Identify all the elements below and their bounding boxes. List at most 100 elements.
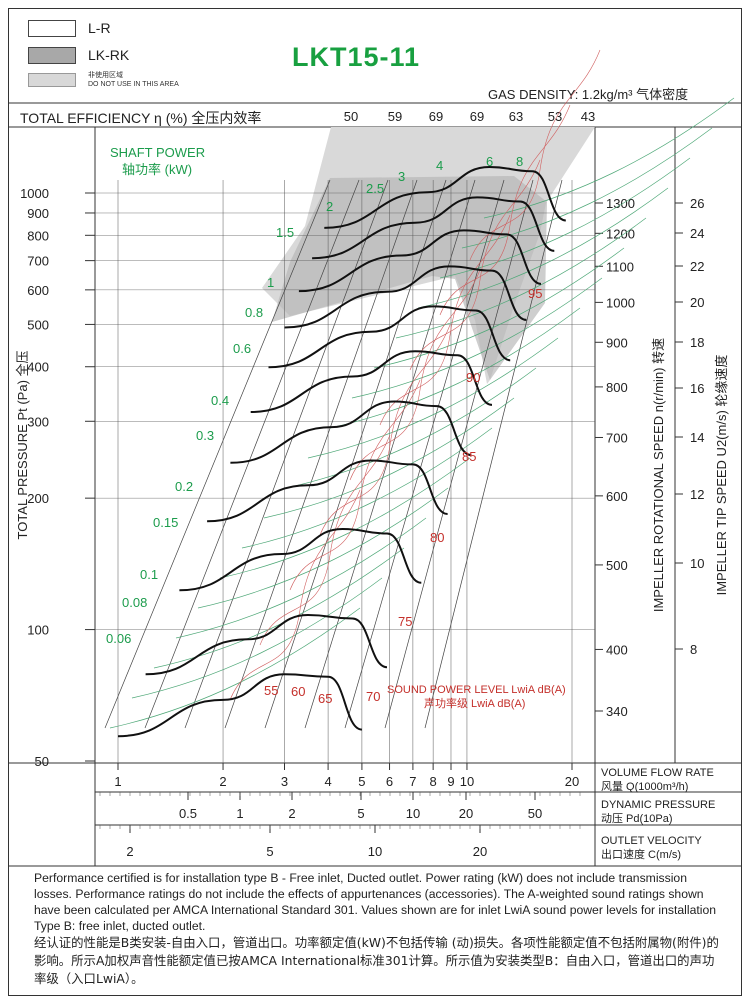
dynamic-tick-label: 1 <box>236 806 243 821</box>
tip-tick-label: 14 <box>690 430 704 445</box>
sound-level-value: 55 <box>264 683 278 698</box>
velocity-axis-title-zh: 出口速度 C(m/s) <box>601 847 681 861</box>
y-tick-label: 100 <box>27 623 49 638</box>
efficiency-value: 43 <box>581 109 595 124</box>
tip-tick-label: 22 <box>690 259 704 274</box>
shaft-power-title: SHAFT POWER <box>110 145 205 160</box>
sound-level-value: 60 <box>291 684 305 699</box>
shaft-power-value: 3 <box>398 169 405 184</box>
velocity-tick-label: 20 <box>473 844 487 859</box>
shaft-power-value: 0.8 <box>245 305 263 320</box>
flow-tick-label: 6 <box>386 774 393 789</box>
gas-density: GAS DENSITY: 1.2kg/m³ 气体密度 <box>488 87 689 102</box>
speed-tick-label: 1100 <box>606 259 634 274</box>
flow-tick-label: 20 <box>565 774 579 789</box>
footer-notes-zh: 经认证的性能是B类安装-自由入口，管道出口。功率额定值(kW)不包括传输 (动)… <box>34 935 719 986</box>
system-line <box>144 179 360 729</box>
speed-tick-label: 700 <box>606 430 628 445</box>
efficiency-value: 69 <box>470 109 484 124</box>
tip-tick-label: 16 <box>690 381 704 396</box>
sound-level-value: 85 <box>462 449 476 464</box>
flow-tick-label: 4 <box>324 774 331 789</box>
flow-axis-title: VOLUME FLOW RATE <box>601 767 714 779</box>
shaft-power-value: 8 <box>516 154 523 169</box>
flow-tick-label: 2 <box>219 774 226 789</box>
shaft-power-line <box>219 457 471 579</box>
sound-level-value: 65 <box>318 691 332 706</box>
efficiency-label: TOTAL EFFICIENCY η (%) 全压内效率 <box>20 110 262 126</box>
shaft-power-value: 1 <box>267 275 274 290</box>
velocity-tick-label: 10 <box>368 844 382 859</box>
shaft-power-value: 2 <box>326 199 333 214</box>
system-line <box>104 179 331 729</box>
shaft-power-line <box>307 337 559 459</box>
y-tick-label: 400 <box>27 360 49 375</box>
speed-axis-title: IMPELLER ROTATIONAL SPEED n(r/min) 转速 <box>651 338 666 612</box>
shaft-power-line <box>373 247 625 369</box>
tip-tick-label: 8 <box>690 642 697 657</box>
shaft-power-value: 0.6 <box>233 341 251 356</box>
tip-tick-label: 24 <box>690 226 704 241</box>
shaft-power-line <box>241 427 493 549</box>
shaft-power-line <box>395 217 647 339</box>
flow-tick-label: 3 <box>281 774 288 789</box>
tip-tick-label: 20 <box>690 295 704 310</box>
velocity-tick-label: 5 <box>266 844 273 859</box>
sound-level-line <box>259 434 391 646</box>
shaft-power-title-zh: 轴功率 (kW) <box>122 162 192 177</box>
dynamic-tick-label: 10 <box>406 806 420 821</box>
legend-swatch-lr <box>28 20 76 37</box>
speed-tick-label: 340 <box>606 704 628 719</box>
sound-level-value: 80 <box>430 530 444 545</box>
shaft-power-value: 1.5 <box>276 225 294 240</box>
tip-tick-label: 10 <box>690 556 704 571</box>
shaft-power-value: 0.2 <box>175 479 193 494</box>
shaft-power-value: 0.3 <box>196 428 214 443</box>
speed-tick-label: 1300 <box>606 196 635 211</box>
sound-level-line <box>289 379 421 591</box>
speed-curve <box>207 459 448 523</box>
system-line <box>424 179 563 729</box>
y-tick-label: 200 <box>27 491 49 506</box>
speed-curve <box>117 673 363 738</box>
system-line <box>224 179 418 729</box>
shaft-power-line <box>417 187 669 309</box>
sound-level-line <box>409 159 541 371</box>
speed-curve <box>230 400 472 464</box>
shaft-power-line <box>329 307 581 429</box>
legend-label-nouse-zh: 非使用区域 <box>88 72 123 79</box>
y-tick-label: 500 <box>27 317 49 332</box>
speed-curve <box>268 305 511 369</box>
y-tick-label: 800 <box>27 228 49 243</box>
system-line <box>384 179 534 729</box>
shaft-power-value: 4 <box>436 158 443 173</box>
speed-curve <box>324 165 567 229</box>
speed-tick-label: 500 <box>606 558 628 573</box>
system-line <box>344 179 505 729</box>
dynamic-tick-label: 0.5 <box>179 806 197 821</box>
shaft-power-value: 0.15 <box>153 515 178 530</box>
flow-tick-label: 10 <box>460 774 474 789</box>
y-tick-label: 900 <box>27 206 49 221</box>
speed-curve <box>298 229 542 293</box>
tip-tick-label: 18 <box>690 335 704 350</box>
tip-tick-label: 26 <box>690 196 704 211</box>
dynamic-tick-label: 20 <box>459 806 473 821</box>
y-tick-label: 1000 <box>20 186 49 201</box>
sound-level-value: 70 <box>366 689 380 704</box>
dynamic-axis-title-zh: 动压 Pd(10Pa) <box>601 812 673 825</box>
efficiency-value: 69 <box>429 109 443 124</box>
speed-curve <box>145 613 388 676</box>
sound-title-zh: 声功率级 LwiA dB(A) <box>424 696 525 710</box>
shaft-power-line <box>351 277 603 399</box>
speed-tick-label: 1200 <box>606 226 635 241</box>
shaft-power-value: 0.08 <box>122 595 147 610</box>
sound-level-value: 75 <box>398 614 412 629</box>
dynamic-tick-label: 2 <box>288 806 295 821</box>
efficiency-value: 50 <box>344 109 358 124</box>
flow-tick-label: 9 <box>447 774 454 789</box>
shaft-power-line <box>263 397 515 519</box>
flow-tick-label: 1 <box>114 774 121 789</box>
velocity-axis-title: OUTLET VELOCITY <box>601 835 702 847</box>
